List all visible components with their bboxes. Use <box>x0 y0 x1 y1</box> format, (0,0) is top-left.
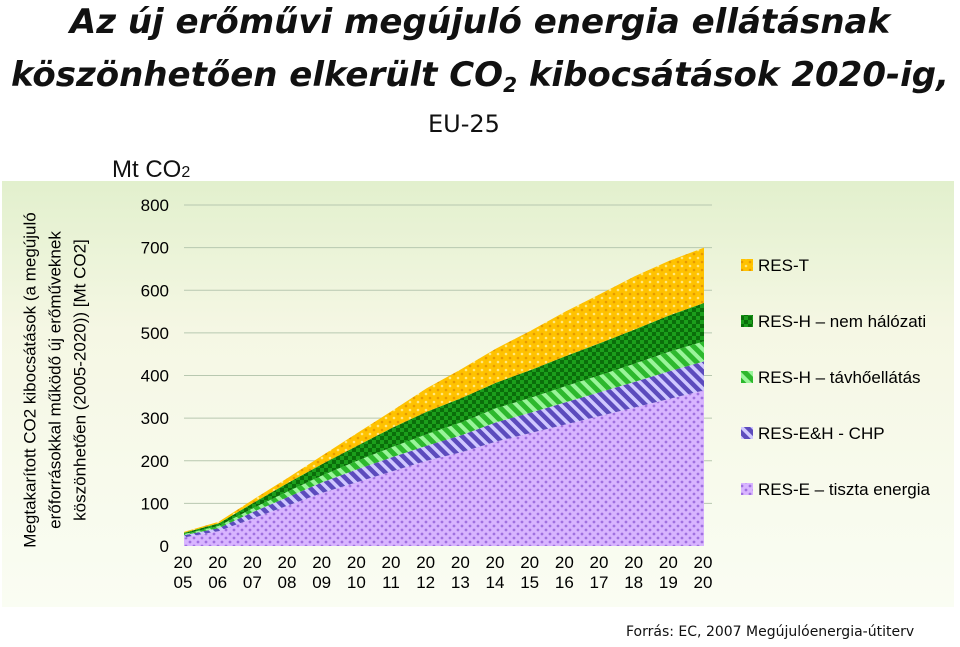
y-tick-label: 0 <box>160 537 169 556</box>
y-tick-label: 800 <box>141 196 169 215</box>
x-tick-label-top: 20 <box>624 553 643 572</box>
x-tick-label-top: 20 <box>278 553 297 572</box>
x-tick-label-bottom: 08 <box>278 573 297 592</box>
chart-title-line1: Az új erőművi megújuló energia ellátásna… <box>69 2 891 42</box>
area-series-3 <box>184 303 704 535</box>
y-axis-unit: Mt CO2 <box>112 156 190 184</box>
legend-swatch <box>741 259 753 271</box>
unit-main: Mt CO <box>112 156 182 183</box>
x-tick-label-bottom: 16 <box>555 573 574 592</box>
y-tick-label: 300 <box>141 409 169 428</box>
source-note: Forrás: EC, 2007 Megújulóenergia-útiterv <box>626 624 915 640</box>
area-series-group <box>184 247 704 546</box>
legend-swatch <box>741 371 753 383</box>
x-tick-label-top: 20 <box>555 553 574 572</box>
title-line2-prefix: köszönhetően elkerült CO <box>10 55 504 95</box>
unit-subscript: 2 <box>181 164 191 181</box>
x-tick-label-bottom: 09 <box>312 573 331 592</box>
x-tick-label-bottom: 13 <box>451 573 470 592</box>
x-tick-label-top: 20 <box>208 553 227 572</box>
x-tick-label-bottom: 05 <box>174 573 193 592</box>
x-tick-label-top: 20 <box>486 553 505 572</box>
x-tick-label-top: 20 <box>312 553 331 572</box>
area-series-2 <box>184 341 704 536</box>
title-line2-suffix: kibocsátások 2020-ig, <box>516 55 950 95</box>
y-tick-label: 200 <box>141 452 169 471</box>
x-tick-label-bottom: 11 <box>382 573 400 592</box>
area-series-1 <box>184 361 704 538</box>
x-tick-label-top: 20 <box>243 553 262 572</box>
y-tick-label: 600 <box>141 281 169 300</box>
x-tick-label-top: 20 <box>694 553 713 572</box>
legend-label: RES-H – távhőellátás <box>758 368 921 387</box>
x-tick-label-bottom: 15 <box>520 573 539 592</box>
y-tick-label: 100 <box>141 494 169 513</box>
x-tick-label-top: 20 <box>520 553 539 572</box>
legend-label: RES-H – nem hálózati <box>758 312 926 331</box>
x-tick-label-top: 20 <box>659 553 678 572</box>
x-tick-label-top: 20 <box>347 553 366 572</box>
legend-swatch <box>741 483 753 495</box>
legend: RES-T RES-H – nem hálózati RES-H – távhőel… <box>741 256 931 499</box>
x-tick-label-bottom: 17 <box>590 573 609 592</box>
legend-label: RES-E&H - CHP <box>758 424 885 443</box>
x-tick-label-top: 20 <box>416 553 435 572</box>
area-series-4 <box>184 247 704 533</box>
legend-swatch <box>741 315 753 327</box>
x-tick-label-bottom: 18 <box>624 573 643 592</box>
x-tick-label-bottom: 06 <box>208 573 227 592</box>
x-tick-label-top: 20 <box>174 553 193 572</box>
x-tick-label-top: 20 <box>590 553 609 572</box>
x-tick-label-top: 20 <box>382 553 401 572</box>
y-tick-label: 400 <box>141 367 169 386</box>
x-axis-ticks: 2005200620072008200920102011201220132014… <box>174 553 713 592</box>
x-tick-label-bottom: 19 <box>659 573 678 592</box>
x-tick-label-bottom: 20 <box>694 573 713 592</box>
chart-subtitle: EU-25 <box>428 110 500 138</box>
y-axis-ticks: 0 100 200 300 400 500 600 700 800 <box>141 196 169 556</box>
x-tick-label-top: 20 <box>451 553 470 572</box>
x-tick-label-bottom: 10 <box>347 573 366 592</box>
area-series-0 <box>184 390 704 546</box>
chart-title-line2: köszönhetően elkerült CO2 kibocsátások 2… <box>0 55 960 105</box>
legend-label: RES-T <box>758 256 809 275</box>
y-tick-label: 700 <box>141 239 169 258</box>
x-tick-label-bottom: 07 <box>243 573 262 592</box>
x-tick-label-bottom: 12 <box>416 573 435 592</box>
title-co2-subscript: 2 <box>503 73 517 97</box>
x-tick-label-bottom: 14 <box>486 573 505 592</box>
y-tick-label: 500 <box>141 324 169 343</box>
legend-swatch <box>741 427 753 439</box>
legend-label: RES-E – tiszta energia <box>758 480 931 499</box>
